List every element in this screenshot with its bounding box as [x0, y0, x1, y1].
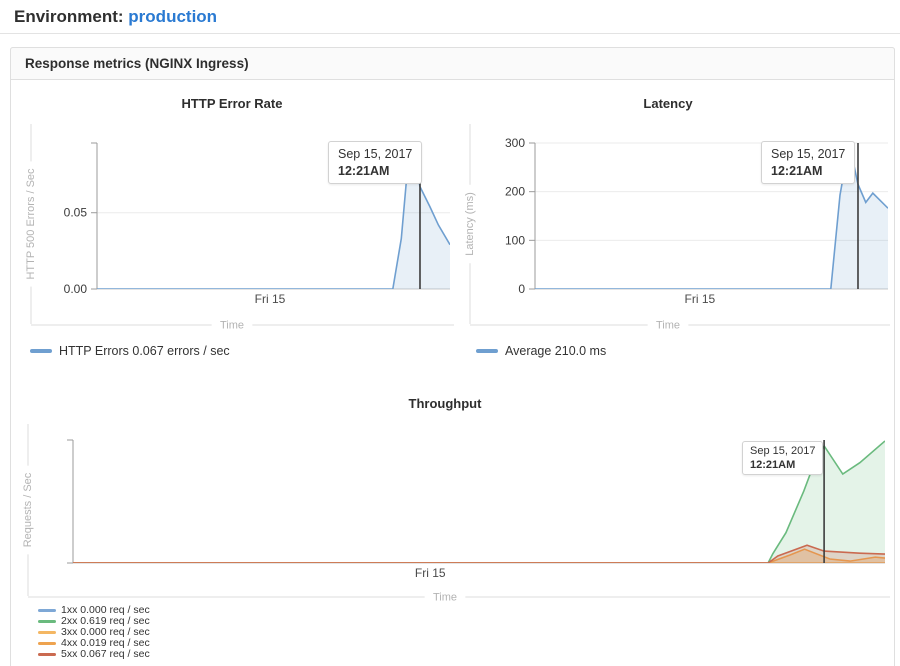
chart-title: HTTP Error Rate	[181, 96, 283, 111]
tooltip-time: 12:21AM	[338, 164, 390, 178]
legend-label: Average 210.0 ms	[505, 344, 607, 358]
legend-swatch	[38, 631, 56, 634]
legend-item: 2xx 0.619 req / sec	[38, 616, 150, 627]
legend-swatch	[30, 349, 52, 353]
legend-swatch	[38, 653, 56, 656]
legend-item: Average 210.0 ms	[476, 344, 606, 358]
svg-text:300: 300	[505, 136, 525, 150]
tooltip-date: Sep 15, 2017	[338, 147, 413, 161]
header-divider	[0, 33, 900, 34]
panel-header: Response metrics (NGINX Ingress)	[10, 47, 895, 80]
legend-item: 1xx 0.000 req / sec	[38, 605, 150, 616]
svg-text:0: 0	[518, 282, 525, 296]
environment-label: Environment:	[14, 7, 124, 26]
svg-text:Latency (ms): Latency (ms)	[464, 192, 476, 256]
environment-header: Environment: production	[14, 7, 217, 27]
svg-text:Time: Time	[433, 592, 457, 604]
legend-label: 4xx 0.019 req / sec	[61, 637, 150, 649]
legend-label: 2xx 0.619 req / sec	[61, 615, 150, 627]
legend-item: HTTP Errors 0.067 errors / sec	[30, 344, 230, 358]
svg-text:0.05: 0.05	[64, 206, 88, 220]
tooltip: Sep 15, 2017 12:21AM	[761, 141, 856, 184]
legend-swatch	[38, 642, 56, 645]
svg-text:200: 200	[505, 185, 525, 199]
tooltip: Sep 15, 2017 12:21AM	[328, 141, 423, 184]
tooltip-time: 12:21AM	[750, 459, 796, 471]
legend-label: 1xx 0.000 req / sec	[61, 604, 150, 616]
legend-label: 3xx 0.000 req / sec	[61, 626, 150, 638]
svg-text:Time: Time	[656, 320, 680, 332]
legend-item: 3xx 0.000 req / sec	[38, 627, 150, 638]
svg-text:HTTP 500 Errors / Sec: HTTP 500 Errors / Sec	[25, 168, 37, 280]
svg-text:100: 100	[505, 233, 525, 247]
legend-label: HTTP Errors 0.067 errors / sec	[59, 344, 230, 358]
legend-item: 4xx 0.019 req / sec	[38, 638, 150, 649]
throughput-plot[interactable]: Requests / Sec Time Fri 15	[14, 420, 896, 606]
svg-text:Fri 15: Fri 15	[255, 292, 286, 306]
legend-swatch	[38, 609, 56, 612]
throughput-legend: 1xx 0.000 req / sec 2xx 0.619 req / sec 3x…	[38, 605, 150, 660]
chart-title: Latency	[643, 96, 693, 111]
chart-title: Throughput	[408, 396, 482, 411]
tooltip-date: Sep 15, 2017	[771, 147, 846, 161]
svg-text:0.00: 0.00	[64, 282, 88, 296]
legend-swatch	[476, 349, 498, 353]
panel-title: Response metrics (NGINX Ingress)	[25, 56, 249, 71]
legend-item: 5xx 0.067 req / sec	[38, 649, 150, 660]
tooltip-date: Sep 15, 2017	[750, 445, 816, 457]
chart-latency: Latency Latency (ms) Time 0 100 200 300 Fri 15…	[460, 96, 896, 371]
latency-legend: Average 210.0 ms	[476, 344, 606, 358]
svg-text:Fri 15: Fri 15	[415, 566, 446, 580]
environment-link[interactable]: production	[128, 7, 218, 26]
svg-text:Time: Time	[220, 320, 244, 332]
svg-text:Requests / Sec: Requests / Sec	[22, 472, 34, 547]
tooltip-time: 12:21AM	[771, 164, 823, 178]
svg-text:Fri 15: Fri 15	[685, 292, 716, 306]
chart-http-error-rate: HTTP Error Rate HTTP 500 Errors / Sec Tim…	[24, 96, 460, 371]
latency-plot[interactable]: Latency (ms) Time 0 100 200 300 Fri 15	[460, 120, 896, 332]
http-error-rate-legend: HTTP Errors 0.067 errors / sec	[30, 344, 230, 358]
legend-label: 5xx 0.067 req / sec	[61, 648, 150, 660]
chart-throughput: Throughput Requests / Sec Time Fri 15 1xx …	[14, 396, 896, 666]
tooltip: Sep 15, 2017 12:21AM	[742, 441, 824, 475]
legend-swatch	[38, 620, 56, 623]
